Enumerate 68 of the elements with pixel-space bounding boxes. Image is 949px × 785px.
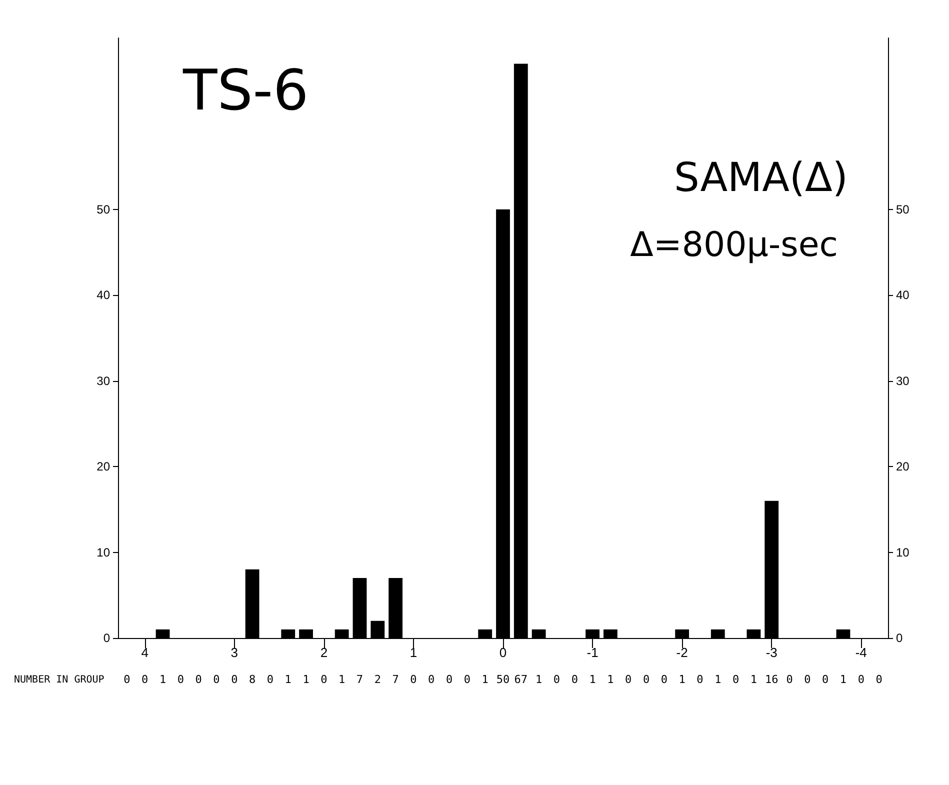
- data-label: 0: [804, 673, 811, 686]
- data-label: 1: [714, 673, 722, 686]
- data-label: 1: [482, 673, 488, 686]
- data-label: 16: [764, 673, 778, 686]
- data-label: 1: [536, 673, 542, 686]
- annotation: SAMA(Δ): [674, 155, 848, 201]
- x-tick-label: 4: [141, 645, 148, 660]
- x-tick-label: -3: [766, 645, 778, 660]
- y-tick-label: 30: [96, 374, 110, 388]
- data-label: 0: [231, 673, 238, 686]
- data-label: 1: [607, 673, 614, 686]
- y-tick-label: 50: [96, 202, 110, 216]
- data-label: 1: [338, 673, 346, 686]
- data-label: 0: [696, 673, 704, 686]
- data-label: 0: [142, 673, 148, 686]
- y2-tick-label: 0: [896, 631, 903, 645]
- data-label: 0: [195, 673, 202, 686]
- data-label: 0: [625, 673, 632, 686]
- data-label: 0: [571, 673, 578, 686]
- data-label: 0: [428, 673, 435, 686]
- y2-tick-label: 50: [896, 202, 910, 216]
- y2-tick-label: 20: [896, 460, 910, 474]
- data-label: 0: [642, 673, 650, 686]
- x-tick-label: 0: [499, 645, 507, 660]
- x-tick-label: -4: [855, 645, 867, 660]
- data-label: 1: [284, 673, 292, 686]
- x-tick-label: -2: [676, 645, 688, 660]
- y-tick-label: 40: [96, 288, 110, 302]
- x-tick-label: 3: [230, 645, 238, 660]
- x-tick-label: 1: [410, 645, 418, 660]
- data-label: 0: [320, 673, 328, 686]
- data-label: 0: [446, 673, 453, 686]
- y2-tick-label: 30: [896, 374, 910, 388]
- data-label: 0: [822, 673, 829, 686]
- data-label: 1: [678, 673, 686, 686]
- data-label: 7: [356, 673, 364, 686]
- data-label: 0: [464, 673, 470, 686]
- data-label: 1: [589, 673, 596, 686]
- y-tick-label: 20: [96, 460, 110, 474]
- data-label: 0: [213, 673, 220, 686]
- data-label: 8: [248, 673, 256, 686]
- data-label: 0: [177, 673, 184, 686]
- y-tick-label: 0: [103, 631, 110, 645]
- data-label: 50: [496, 673, 510, 686]
- data-label: 0: [876, 673, 882, 686]
- data-label: 0: [410, 673, 417, 686]
- y2-tick-label: 40: [896, 288, 910, 302]
- data-label: 0: [858, 673, 864, 686]
- data-label: 67: [514, 673, 528, 686]
- x-tick-label: 2: [320, 645, 328, 660]
- data-label: 1: [302, 673, 310, 686]
- data-label: 7: [392, 673, 399, 686]
- text: NUMBER IN GROUP: [14, 674, 104, 686]
- data-label: 2: [374, 673, 381, 686]
- annotation: Δ=800μ-sec: [630, 225, 838, 265]
- data-label: 0: [732, 673, 740, 686]
- data-label: 0: [553, 673, 560, 686]
- data-label: 1: [750, 673, 758, 686]
- x-tick-label: -1: [586, 645, 598, 660]
- data-label: 1: [840, 673, 847, 686]
- data-label: 0: [660, 673, 668, 686]
- chart-title: TS-6: [182, 58, 309, 124]
- data-label: 0: [786, 673, 793, 686]
- y2-tick-label: 10: [896, 545, 910, 560]
- y-tick-label: 10: [96, 545, 110, 560]
- data-label: 1: [159, 673, 166, 686]
- data-label: 0: [124, 673, 130, 686]
- data-label: 0: [266, 673, 274, 686]
